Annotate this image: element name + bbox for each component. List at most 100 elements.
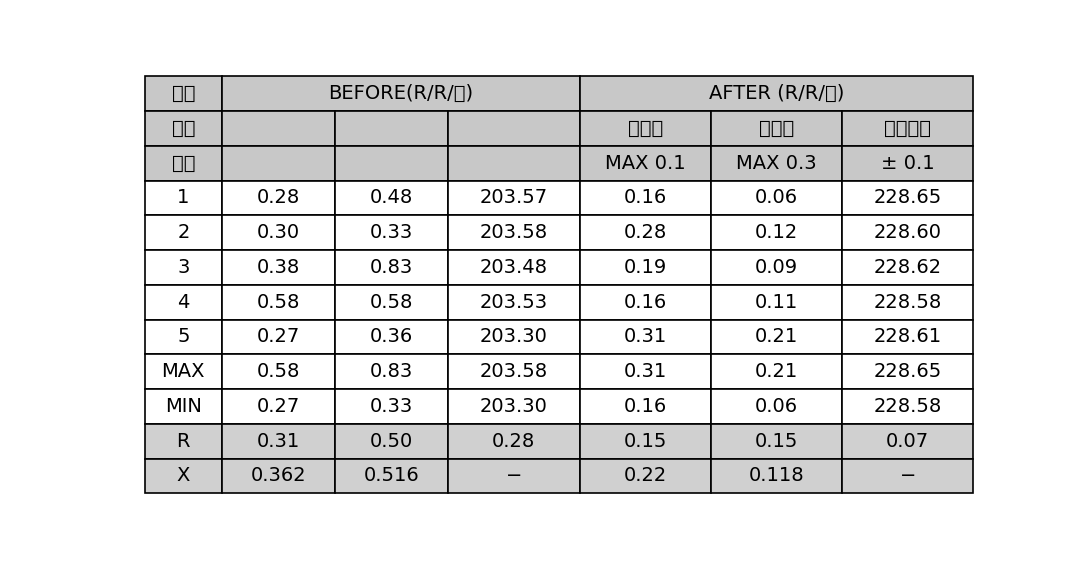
Bar bbox=[711, 320, 842, 354]
Bar bbox=[335, 320, 448, 354]
Bar bbox=[842, 250, 973, 285]
Text: 0.27: 0.27 bbox=[256, 328, 300, 346]
Bar bbox=[711, 215, 842, 250]
Text: 228.62: 228.62 bbox=[874, 258, 942, 277]
Text: BEFORE(R/R/전): BEFORE(R/R/전) bbox=[328, 84, 473, 103]
Text: 0.06: 0.06 bbox=[755, 397, 798, 416]
Text: 0.21: 0.21 bbox=[755, 362, 799, 381]
Bar bbox=[579, 354, 711, 389]
Bar bbox=[842, 354, 973, 389]
Bar bbox=[335, 180, 448, 215]
Text: 0.22: 0.22 bbox=[624, 466, 667, 486]
Text: 0.16: 0.16 bbox=[624, 188, 667, 208]
Text: 203.30: 203.30 bbox=[480, 328, 548, 346]
Text: −: − bbox=[505, 466, 523, 486]
Text: 0.83: 0.83 bbox=[370, 362, 413, 381]
Text: 203.30: 203.30 bbox=[480, 397, 548, 416]
Bar bbox=[335, 111, 448, 146]
Bar bbox=[448, 424, 579, 459]
Bar bbox=[221, 180, 335, 215]
Bar bbox=[335, 354, 448, 389]
Text: MAX 0.3: MAX 0.3 bbox=[736, 154, 817, 173]
Bar bbox=[842, 285, 973, 320]
Bar bbox=[145, 320, 221, 354]
Text: 0.31: 0.31 bbox=[624, 328, 667, 346]
Text: 0.12: 0.12 bbox=[755, 223, 799, 242]
Bar bbox=[842, 146, 973, 180]
Text: 0.28: 0.28 bbox=[492, 431, 536, 451]
Text: 0.21: 0.21 bbox=[755, 328, 799, 346]
Bar bbox=[335, 459, 448, 494]
Text: 0.58: 0.58 bbox=[256, 293, 300, 312]
Text: AFTER (R/R/후): AFTER (R/R/후) bbox=[709, 84, 844, 103]
Bar bbox=[711, 459, 842, 494]
Text: 4: 4 bbox=[177, 293, 190, 312]
Text: 0.30: 0.30 bbox=[256, 223, 300, 242]
Text: 0.83: 0.83 bbox=[370, 258, 413, 277]
Bar bbox=[711, 111, 842, 146]
Text: 0.07: 0.07 bbox=[886, 431, 930, 451]
Text: 0.38: 0.38 bbox=[256, 258, 300, 277]
Text: 228.58: 228.58 bbox=[874, 293, 942, 312]
Bar bbox=[448, 459, 579, 494]
Bar bbox=[448, 250, 579, 285]
Bar bbox=[221, 424, 335, 459]
Text: 0.31: 0.31 bbox=[624, 362, 667, 381]
Text: 0.516: 0.516 bbox=[363, 466, 419, 486]
Bar bbox=[579, 320, 711, 354]
Bar bbox=[221, 459, 335, 494]
Bar bbox=[221, 320, 335, 354]
Text: 228.58: 228.58 bbox=[874, 397, 942, 416]
Text: 진원도: 진원도 bbox=[759, 119, 794, 138]
Bar bbox=[842, 180, 973, 215]
Bar bbox=[145, 424, 221, 459]
Text: 항목: 항목 bbox=[171, 119, 195, 138]
Text: 0.15: 0.15 bbox=[623, 431, 667, 451]
Text: 0.19: 0.19 bbox=[624, 258, 667, 277]
Bar bbox=[448, 389, 579, 424]
Text: 0.11: 0.11 bbox=[755, 293, 799, 312]
Text: 228.60: 228.60 bbox=[874, 223, 942, 242]
Bar bbox=[145, 76, 221, 111]
Bar bbox=[842, 215, 973, 250]
Bar bbox=[448, 215, 579, 250]
Bar bbox=[579, 459, 711, 494]
Text: ± 0.1: ± 0.1 bbox=[880, 154, 935, 173]
Text: 0.362: 0.362 bbox=[251, 466, 307, 486]
Bar bbox=[579, 111, 711, 146]
Text: 0.33: 0.33 bbox=[370, 397, 413, 416]
Bar bbox=[579, 285, 711, 320]
Bar bbox=[842, 111, 973, 146]
Bar bbox=[579, 215, 711, 250]
Text: 평면도: 평면도 bbox=[627, 119, 663, 138]
Text: 0.48: 0.48 bbox=[370, 188, 413, 208]
Bar bbox=[335, 215, 448, 250]
Text: 203.57: 203.57 bbox=[480, 188, 548, 208]
Bar bbox=[335, 389, 448, 424]
Bar bbox=[579, 389, 711, 424]
Text: 203.53: 203.53 bbox=[480, 293, 548, 312]
Text: 0.15: 0.15 bbox=[755, 431, 799, 451]
Text: 0.16: 0.16 bbox=[624, 397, 667, 416]
Bar bbox=[145, 354, 221, 389]
Bar bbox=[145, 459, 221, 494]
Bar bbox=[145, 215, 221, 250]
Text: 0.58: 0.58 bbox=[256, 362, 300, 381]
Bar bbox=[842, 389, 973, 424]
Bar bbox=[221, 354, 335, 389]
Bar bbox=[335, 285, 448, 320]
Text: X: X bbox=[177, 466, 190, 486]
Bar bbox=[579, 250, 711, 285]
Bar bbox=[842, 320, 973, 354]
Bar bbox=[145, 111, 221, 146]
Text: 내경편차: 내경편차 bbox=[885, 119, 932, 138]
Bar bbox=[579, 424, 711, 459]
Text: 0.16: 0.16 bbox=[624, 293, 667, 312]
Bar bbox=[145, 285, 221, 320]
Bar bbox=[221, 389, 335, 424]
Bar bbox=[579, 146, 711, 180]
Bar bbox=[448, 146, 579, 180]
Text: 1: 1 bbox=[177, 188, 190, 208]
Text: 0.28: 0.28 bbox=[256, 188, 300, 208]
Text: −: − bbox=[900, 466, 916, 486]
